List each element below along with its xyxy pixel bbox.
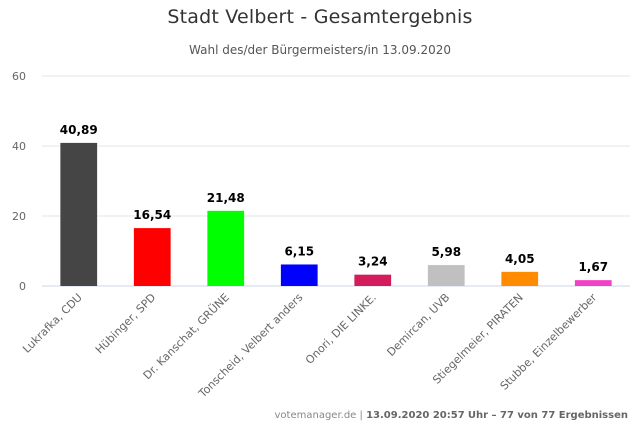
y-tick-label: 20 bbox=[12, 210, 26, 223]
bar bbox=[354, 274, 392, 286]
bar-series bbox=[60, 142, 612, 286]
data-label: 3,24 bbox=[358, 255, 388, 269]
data-label: 6,15 bbox=[284, 244, 314, 258]
data-label: 21,48 bbox=[207, 191, 245, 205]
bar bbox=[60, 142, 98, 286]
bar bbox=[574, 280, 612, 286]
x-tick-label: Demircan, UVB bbox=[384, 291, 452, 359]
data-labels: 40,89 16,54 21,48 6,15 3,24 5,98 4,05 1,67 bbox=[60, 123, 608, 274]
y-tick-label: 40 bbox=[12, 140, 26, 153]
y-tick-label: 60 bbox=[12, 70, 26, 83]
data-label: 16,54 bbox=[133, 208, 171, 222]
y-axis-ticks: 0 20 40 60 bbox=[12, 70, 26, 293]
data-label: 1,67 bbox=[578, 260, 608, 274]
footer-datetime: 13.09.2020 20:57 bbox=[366, 410, 465, 421]
y-tick-label: 0 bbox=[19, 280, 26, 293]
footer-status: votemanager.de | 13.09.2020 20:57 Uhr – … bbox=[275, 410, 628, 421]
bar bbox=[207, 210, 245, 286]
data-label: 4,05 bbox=[505, 252, 535, 266]
bar bbox=[133, 228, 171, 286]
chart-subtitle: Wahl des/der Bürgermeisters/in 13.09.202… bbox=[189, 43, 451, 57]
footer-status-text: Uhr – 77 von 77 Ergebnissen bbox=[467, 410, 628, 421]
data-label: 5,98 bbox=[431, 245, 461, 259]
x-tick-label: Onori, DIE LINKE. bbox=[303, 291, 379, 367]
grid-lines bbox=[42, 75, 630, 287]
data-label: 40,89 bbox=[60, 123, 98, 137]
chart-title: Stadt Velbert - Gesamtergebnis bbox=[167, 6, 473, 28]
bar bbox=[501, 271, 539, 286]
x-tick-label: Hübinger, SPD bbox=[93, 291, 158, 356]
bar bbox=[427, 265, 465, 286]
x-tick-label: Lukrafka, CDU bbox=[20, 291, 85, 356]
bar bbox=[280, 264, 318, 286]
footer-separator: | bbox=[359, 410, 363, 421]
footer-source: votemanager.de bbox=[274, 410, 357, 421]
